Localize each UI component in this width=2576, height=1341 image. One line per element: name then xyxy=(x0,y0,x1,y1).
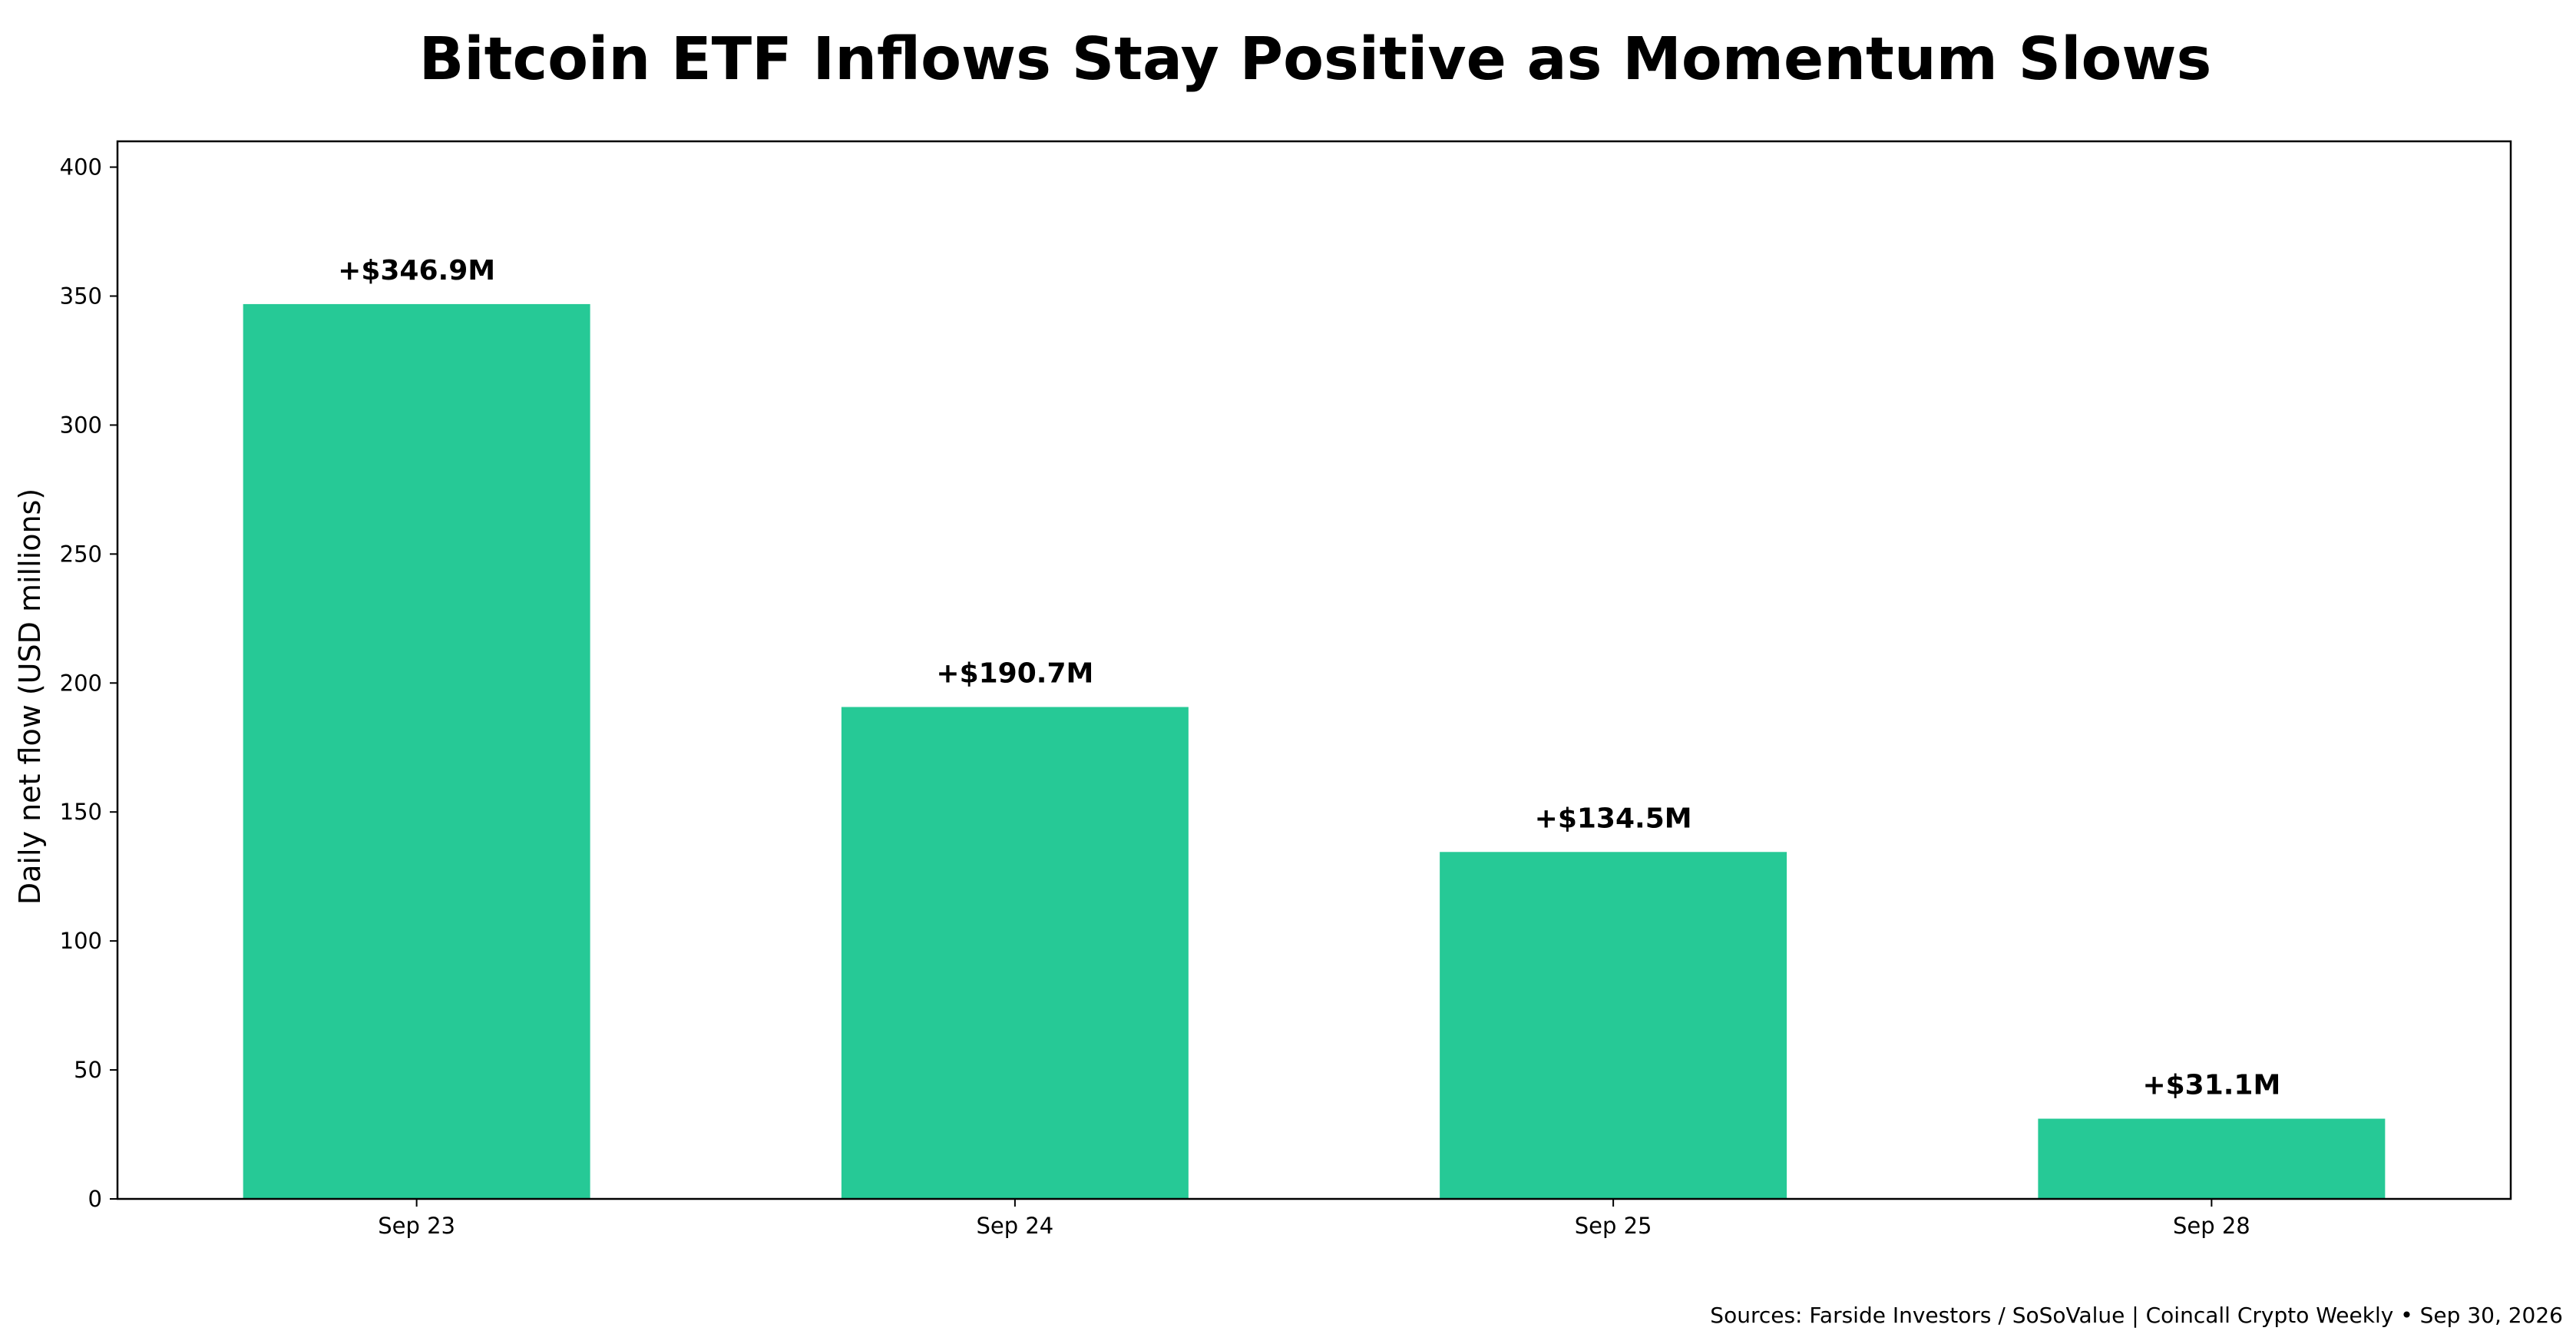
y-tick-label: 200 xyxy=(60,670,102,696)
y-axis-label: Daily net flow (USD millions) xyxy=(13,488,47,905)
data-label: +$31.1M xyxy=(2142,1070,2280,1101)
x-tick-label: Sep 25 xyxy=(1575,1213,1652,1239)
source-note: Sources: Farside Investors / SoSoValue |… xyxy=(1710,1303,2563,1328)
x-tick-label: Sep 24 xyxy=(976,1213,1053,1239)
y-tick-label: 350 xyxy=(60,283,102,310)
bar xyxy=(841,707,1189,1199)
y-tick-label: 250 xyxy=(60,541,102,567)
y-tick-label: 300 xyxy=(60,412,102,438)
plot-area: +$346.9M Sep 23 +$190.7M Sep 24 +$134.5M Sep … xyxy=(60,140,2512,1239)
y-tick-label: 400 xyxy=(60,154,102,180)
bar xyxy=(1440,852,1787,1199)
x-tick-label: Sep 23 xyxy=(378,1213,455,1239)
y-tick-label: 0 xyxy=(88,1186,102,1212)
data-label: +$190.7M xyxy=(936,658,1093,690)
x-tick-label: Sep 28 xyxy=(2173,1213,2250,1239)
y-tick-label: 100 xyxy=(60,928,102,954)
bar xyxy=(2038,1118,2386,1199)
chart-title: Bitcoin ETF Inflows Stay Positive as Mom… xyxy=(419,25,2212,94)
data-label: +$346.9M xyxy=(338,255,495,286)
plot-frame xyxy=(116,140,2512,1200)
data-label: +$134.5M xyxy=(1535,803,1692,834)
y-tick-label: 50 xyxy=(74,1057,102,1083)
bar xyxy=(243,303,590,1200)
y-tick-label: 150 xyxy=(60,799,102,825)
